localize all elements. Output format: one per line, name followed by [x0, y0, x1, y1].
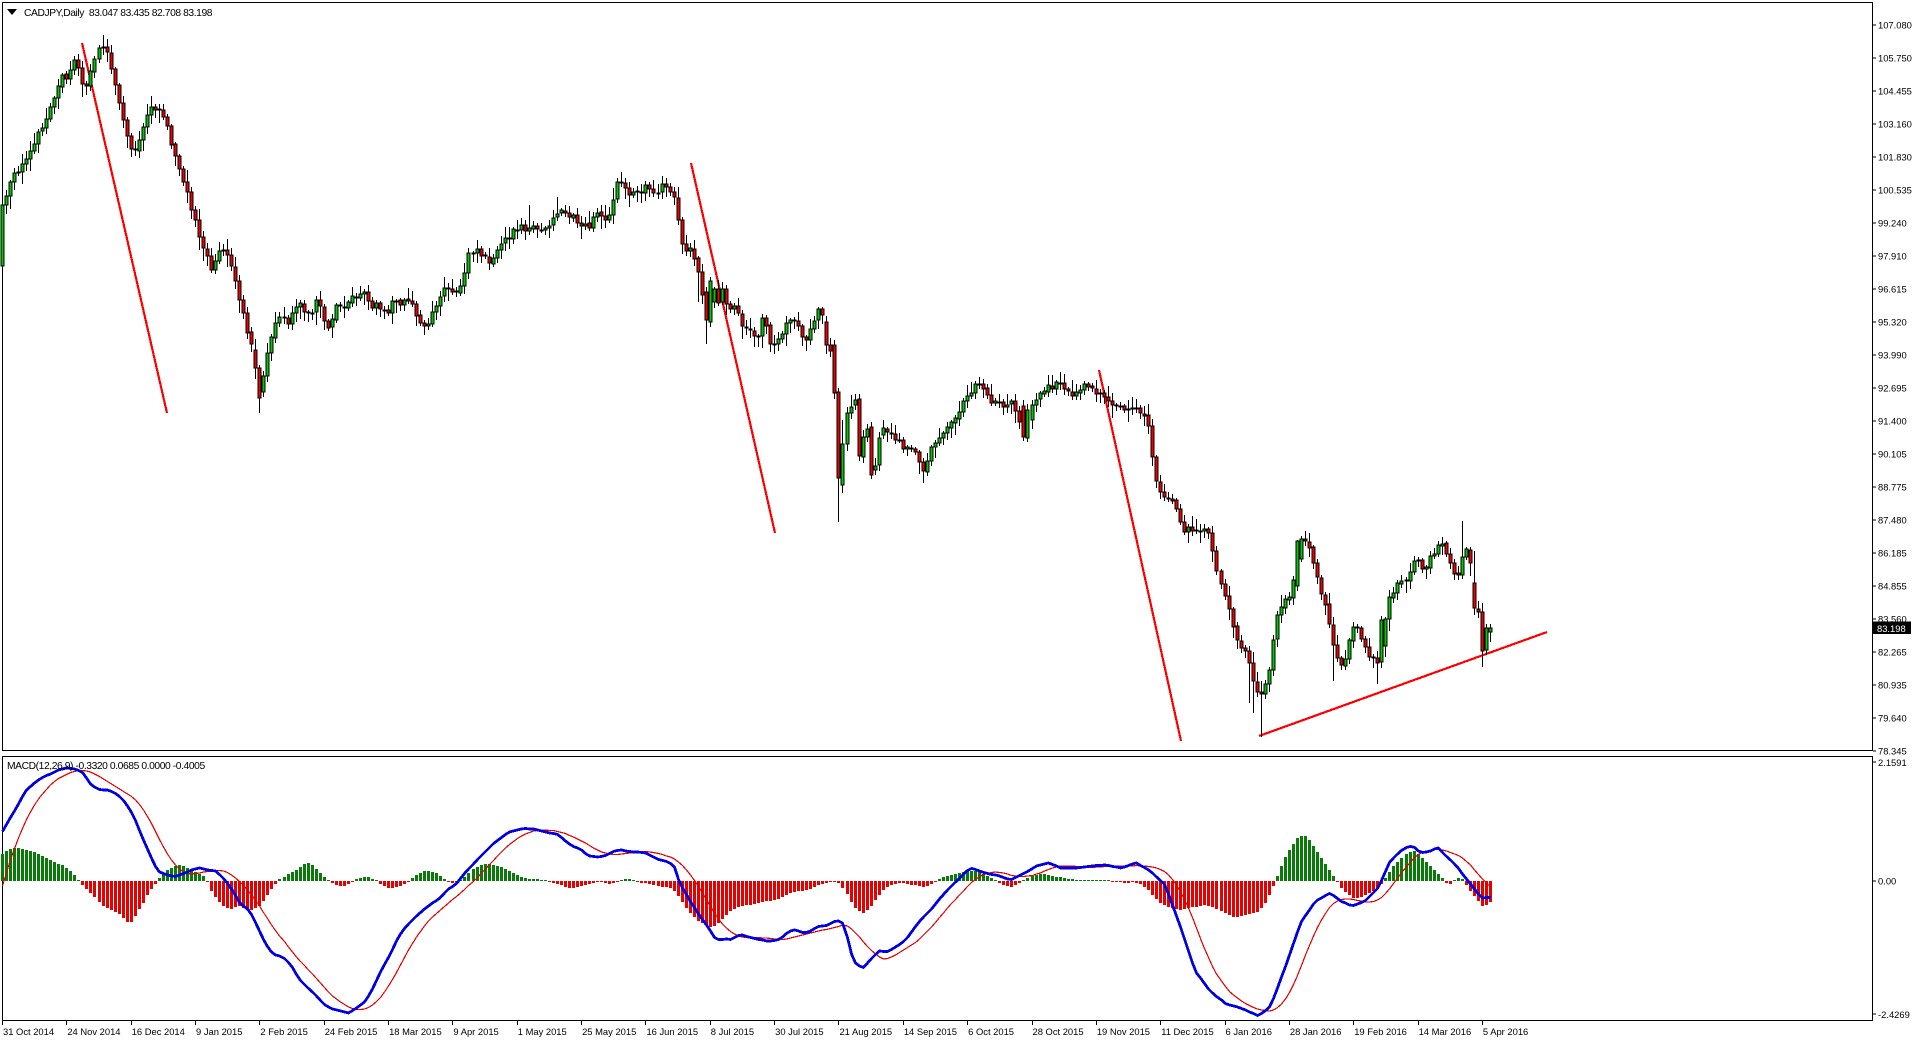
svg-text:87.480: 87.480 [1878, 514, 1907, 525]
svg-text:91.400: 91.400 [1878, 415, 1907, 426]
svg-text:9 Apr 2015: 9 Apr 2015 [453, 1026, 498, 1037]
svg-text:19 Feb 2016: 19 Feb 2016 [1354, 1026, 1407, 1037]
svg-text:21 Aug 2015: 21 Aug 2015 [839, 1026, 892, 1037]
svg-text:86.185: 86.185 [1878, 547, 1907, 558]
svg-text:2 Feb 2015: 2 Feb 2015 [260, 1026, 307, 1037]
svg-text:93.990: 93.990 [1878, 349, 1907, 360]
svg-text:83.198: 83.198 [1877, 623, 1906, 634]
svg-text:24 Feb 2015: 24 Feb 2015 [325, 1026, 378, 1037]
svg-text:25 May 2015: 25 May 2015 [582, 1026, 636, 1037]
svg-text:96.615: 96.615 [1878, 283, 1907, 294]
svg-text:-2.4269: -2.4269 [1878, 1009, 1910, 1020]
svg-text:2.1591: 2.1591 [1878, 757, 1907, 768]
svg-text:104.455: 104.455 [1878, 85, 1912, 96]
svg-text:19 Nov 2015: 19 Nov 2015 [1097, 1026, 1150, 1037]
svg-text:107.080: 107.080 [1878, 19, 1912, 30]
svg-text:16 Jun 2015: 16 Jun 2015 [646, 1026, 698, 1037]
svg-text:1 May 2015: 1 May 2015 [518, 1026, 567, 1037]
svg-text:88.775: 88.775 [1878, 481, 1907, 492]
svg-text:103.160: 103.160 [1878, 118, 1912, 129]
svg-text:24 Nov 2014: 24 Nov 2014 [67, 1026, 120, 1037]
svg-text:6 Oct 2015: 6 Oct 2015 [968, 1026, 1014, 1037]
svg-text:28 Oct 2015: 28 Oct 2015 [1033, 1026, 1084, 1037]
svg-text:82.265: 82.265 [1878, 646, 1907, 657]
svg-text:14 Sep 2015: 14 Sep 2015 [904, 1026, 957, 1037]
svg-text:CADJPY,Daily 83.047 83.435 82: CADJPY,Daily 83.047 83.435 82.708 83.198 [24, 8, 213, 19]
svg-text:11 Dec 2015: 11 Dec 2015 [1161, 1026, 1213, 1037]
svg-text:101.830: 101.830 [1878, 151, 1912, 162]
svg-text:31 Oct 2014: 31 Oct 2014 [3, 1026, 54, 1037]
svg-text:90.105: 90.105 [1878, 448, 1907, 459]
svg-text:9 Jan 2015: 9 Jan 2015 [196, 1026, 242, 1037]
svg-text:80.935: 80.935 [1878, 679, 1907, 690]
svg-text:100.535: 100.535 [1878, 184, 1912, 195]
svg-text:92.695: 92.695 [1878, 382, 1907, 393]
svg-text:0.00: 0.00 [1878, 876, 1896, 887]
svg-text:14 Mar 2016: 14 Mar 2016 [1419, 1026, 1472, 1037]
svg-text:83.560: 83.560 [1878, 613, 1907, 624]
svg-text:99.240: 99.240 [1878, 217, 1907, 228]
svg-text:79.640: 79.640 [1878, 712, 1907, 723]
svg-text:95.320: 95.320 [1878, 316, 1907, 327]
svg-text:78.345: 78.345 [1878, 745, 1907, 756]
svg-text:105.750: 105.750 [1878, 52, 1912, 63]
svg-text:28 Jan 2016: 28 Jan 2016 [1290, 1026, 1342, 1037]
svg-text:8 Jul 2015: 8 Jul 2015 [711, 1026, 754, 1037]
svg-text:30 Jul 2015: 30 Jul 2015 [775, 1026, 823, 1037]
svg-text:18 Mar 2015: 18 Mar 2015 [389, 1026, 442, 1037]
svg-text:6 Jan 2016: 6 Jan 2016 [1226, 1026, 1272, 1037]
svg-text:97.910: 97.910 [1878, 250, 1907, 261]
svg-text:84.855: 84.855 [1878, 580, 1907, 591]
svg-text:5 Apr 2016: 5 Apr 2016 [1483, 1026, 1528, 1037]
svg-text:16 Dec 2014: 16 Dec 2014 [132, 1026, 185, 1037]
svg-text:MACD(12,26,9) -0.3320 0.0685 0: MACD(12,26,9) -0.3320 0.0685 0.0000 -0.4… [7, 761, 205, 772]
